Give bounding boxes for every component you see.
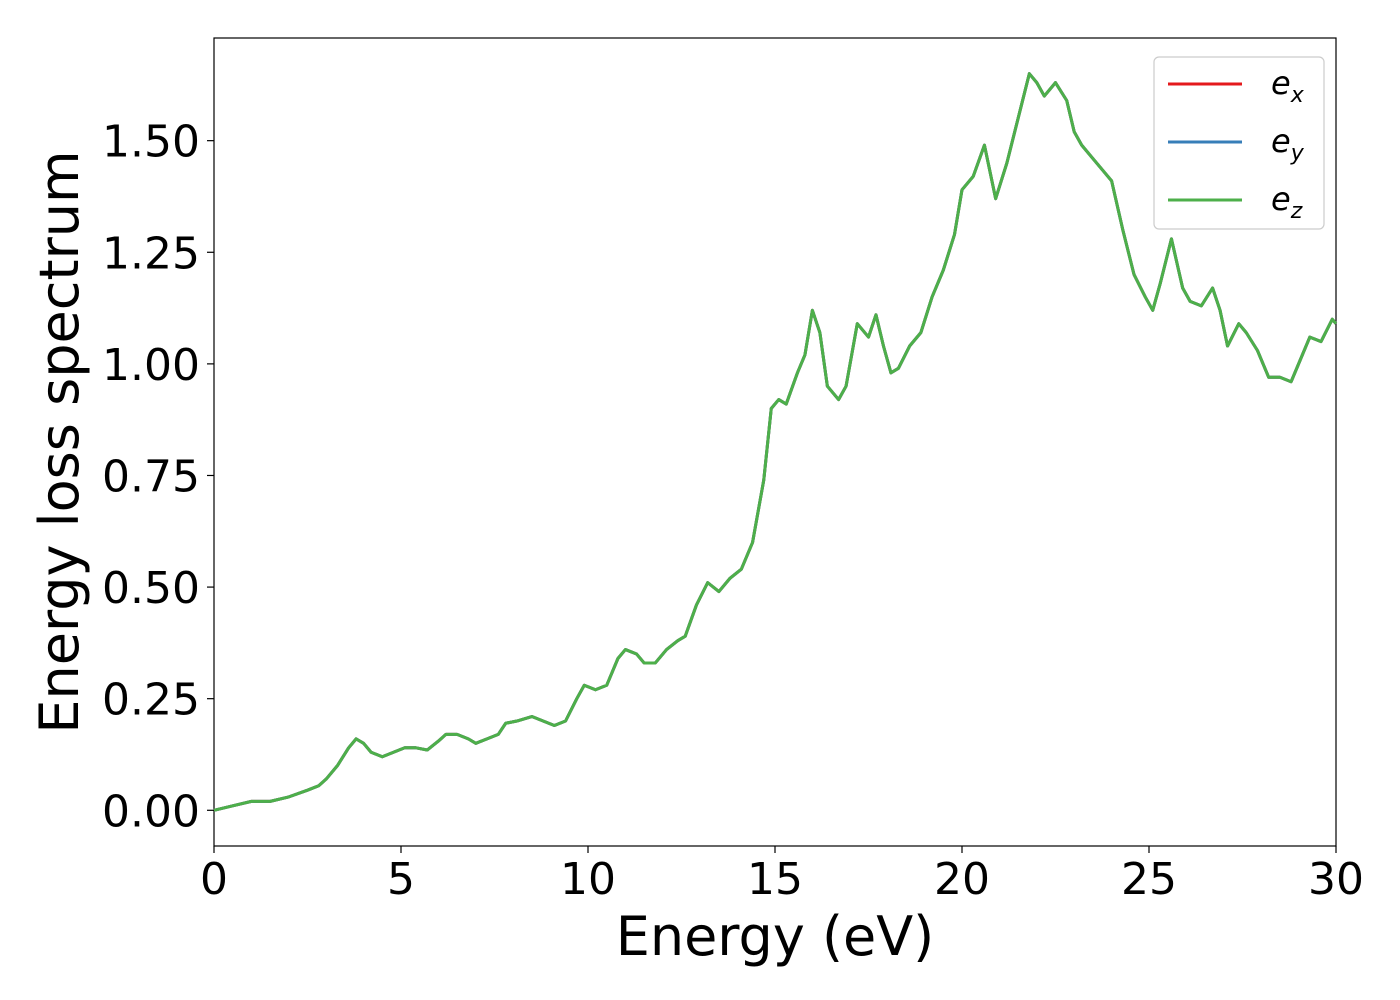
- x-tick-label: 0: [200, 854, 228, 905]
- y-tick-label: 0.25: [102, 675, 200, 726]
- x-axis-label: Energy (eV): [616, 905, 935, 968]
- x-tick-label: 10: [560, 854, 616, 905]
- y-tick-label: 0.00: [102, 786, 200, 837]
- x-tick-label: 5: [387, 854, 415, 905]
- x-tick-label: 20: [934, 854, 990, 905]
- legend-label: ez: [1271, 180, 1303, 224]
- y-tick-label: 0.50: [102, 563, 200, 614]
- x-tick-label: 25: [1121, 854, 1177, 905]
- y-tick-label: 0.75: [102, 451, 200, 502]
- y-tick-label: 1.25: [102, 228, 200, 279]
- x-tick-label: 30: [1308, 854, 1364, 905]
- y-tick-label: 1.00: [102, 340, 200, 391]
- legend-label: ex: [1271, 64, 1305, 108]
- series-line: [213, 72, 1338, 812]
- y-tick-label: 1.50: [102, 117, 200, 168]
- legend-label: ey: [1271, 122, 1305, 166]
- x-tick-label: 15: [747, 854, 803, 905]
- y-axis-label: Energy loss spectrum: [28, 150, 91, 733]
